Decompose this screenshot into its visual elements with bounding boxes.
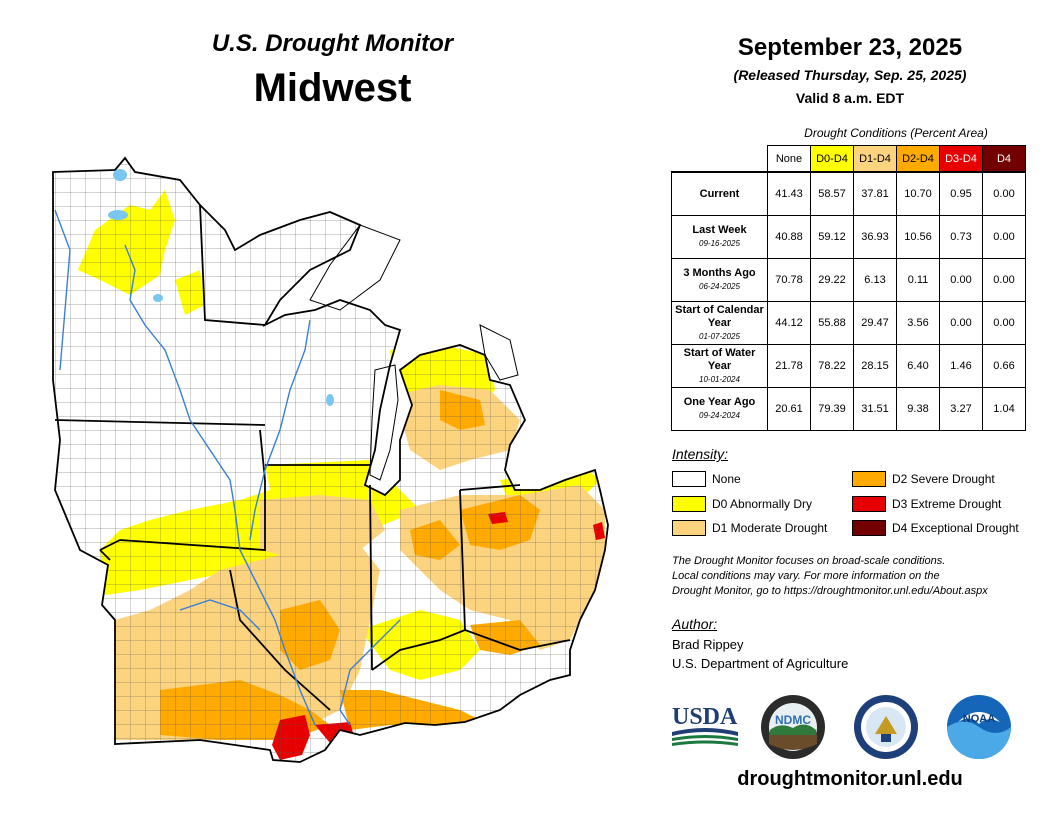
website-url[interactable]: droughtmonitor.unl.edu: [737, 768, 963, 790]
legend-swatch: [672, 520, 706, 536]
commerce-seal-logo: [854, 695, 918, 759]
col-header-d4: D4: [982, 145, 1026, 173]
legend-swatch: [852, 496, 886, 512]
table-row-last-week: Last Week 09-16-2025 40.88 59.12 36.93 10…: [671, 215, 1026, 259]
cell-d3-d4: 0.95: [939, 171, 983, 216]
col-header-none: None: [767, 145, 811, 173]
cell-none: 70.78: [767, 258, 811, 302]
cell-d2-d4: 0.11: [896, 258, 940, 302]
author-org: U.S. Department of Agriculture: [672, 656, 849, 671]
legend-swatch: [672, 496, 706, 512]
table-row-current: Current 41.43 58.57 37.81 10.70 0.95 0.0…: [671, 171, 1026, 216]
map-subtitle: U.S. Drought Monitor: [211, 30, 454, 57]
cell-d4: 1.04: [982, 387, 1026, 431]
lake-superior: [309, 224, 401, 311]
legend-swatch: [852, 471, 886, 487]
row-label: Start of Calendar Year 01-07-2025: [671, 301, 768, 345]
cell-none: 20.61: [767, 387, 811, 431]
cell-d0-d4: 55.88: [810, 301, 854, 345]
legend-item-d3: D3 Extreme Drought: [852, 496, 1001, 512]
lake-huron: [479, 324, 519, 381]
cell-d1-d4: 28.15: [853, 344, 897, 388]
small-lakes: [108, 169, 334, 406]
row-label: Start of Water Year 10-01-2024: [671, 344, 768, 388]
legend-swatch: [852, 520, 886, 536]
legend-title: Intensity:: [672, 446, 729, 462]
cell-d1-d4: 29.47: [853, 301, 897, 345]
author-name: Brad Rippey: [672, 637, 744, 652]
table-header-row: None D0-D4 D1-D4 D2-D4 D3-D4 D4: [672, 145, 1026, 173]
legend-item-d4: D4 Exceptional Drought: [852, 520, 1019, 536]
cell-d0-d4: 58.57: [810, 171, 854, 216]
table-row-start-water-year: Start of Water Year 10-01-2024 21.78 78.2…: [671, 344, 1026, 388]
cell-d0-d4: 79.39: [810, 387, 854, 431]
cell-d3-d4: 1.46: [939, 344, 983, 388]
cell-d2-d4: 10.70: [896, 171, 940, 216]
cell-d0-d4: 29.22: [810, 258, 854, 302]
svg-text:NOAA: NOAA: [963, 713, 995, 725]
map-title: Midwest: [253, 66, 412, 110]
disclaimer-text: The Drought Monitor focuses on broad-sca…: [672, 555, 988, 597]
drought-map: [52, 157, 609, 763]
legend-item-d0: D0 Abnormally Dry: [672, 496, 812, 512]
col-header-d1-d4: D1-D4: [853, 145, 897, 173]
cell-none: 21.78: [767, 344, 811, 388]
legend-item-d2: D2 Severe Drought: [852, 471, 995, 487]
cell-d2-d4: 10.56: [896, 215, 940, 259]
cell-d4: 0.00: [982, 301, 1026, 345]
cell-d1-d4: 36.93: [853, 215, 897, 259]
map-date: September 23, 2025: [737, 34, 963, 61]
cell-d4: 0.66: [982, 344, 1026, 388]
svg-text:USDA: USDA: [672, 704, 738, 730]
noaa-logo: NOAA: [947, 695, 1011, 759]
row-label: Last Week 09-16-2025: [671, 215, 768, 259]
cell-d1-d4: 37.81: [853, 171, 897, 216]
cell-d3-d4: 0.00: [939, 258, 983, 302]
cell-d4: 0.00: [982, 258, 1026, 302]
col-header-d0-d4: D0-D4: [810, 145, 854, 173]
cell-none: 44.12: [767, 301, 811, 345]
valid-time: Valid 8 a.m. EDT: [795, 90, 905, 106]
rivers: [54, 209, 401, 726]
author-title: Author:: [672, 616, 718, 632]
col-header-d3-d4: D3-D4: [939, 145, 983, 173]
cell-d0-d4: 59.12: [810, 215, 854, 259]
row-label: One Year Ago 09-24-2024: [671, 387, 768, 431]
release-date: (Released Thursday, Sep. 25, 2025): [733, 67, 967, 83]
cell-d4: 0.00: [982, 171, 1026, 216]
cell-d0-d4: 78.22: [810, 344, 854, 388]
cell-d2-d4: 3.56: [896, 301, 940, 345]
table-caption: Drought Conditions (Percent Area): [804, 126, 988, 140]
cell-d3-d4: 0.73: [939, 215, 983, 259]
lake-michigan: [369, 364, 399, 481]
legend-swatch: [672, 471, 706, 487]
cell-d2-d4: 9.38: [896, 387, 940, 431]
svg-text:NDMC: NDMC: [775, 713, 811, 727]
usda-logo: USDA: [672, 704, 738, 746]
cell-none: 41.43: [767, 171, 811, 216]
table-row-one-year-ago: One Year Ago 09-24-2024 20.61 79.39 31.51…: [671, 387, 1026, 431]
col-header-d2-d4: D2-D4: [896, 145, 940, 173]
row-label: 3 Months Ago 06-24-2025: [671, 258, 768, 302]
header-corner: [672, 146, 768, 173]
cell-none: 40.88: [767, 215, 811, 259]
table-row-3-months-ago: 3 Months Ago 06-24-2025 70.78 29.22 6.13 …: [671, 258, 1026, 302]
legend-item-d1: D1 Moderate Drought: [672, 520, 827, 536]
cell-d3-d4: 0.00: [939, 301, 983, 345]
drought-stats-table: None D0-D4 D1-D4 D2-D4 D3-D4 D4 Current …: [671, 145, 1026, 431]
cell-d2-d4: 6.40: [896, 344, 940, 388]
cell-d1-d4: 31.51: [853, 387, 897, 431]
cell-d3-d4: 3.27: [939, 387, 983, 431]
ndmc-logo: NDMC: [761, 695, 825, 759]
row-label: Current: [671, 171, 768, 216]
state-borders: [52, 157, 609, 763]
cell-d4: 0.00: [982, 215, 1026, 259]
table-row-start-calendar-year: Start of Calendar Year 01-07-2025 44.12 5…: [671, 301, 1026, 345]
legend-item-none: None: [672, 471, 741, 487]
cell-d1-d4: 6.13: [853, 258, 897, 302]
county-grid: [53, 158, 608, 762]
